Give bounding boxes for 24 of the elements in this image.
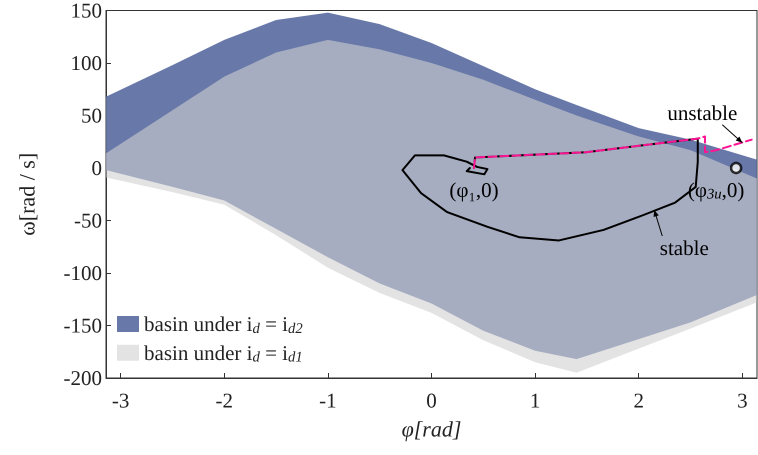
legend-label: basin under id = id2	[144, 312, 304, 337]
annotation: (φ₁,0)	[449, 178, 499, 202]
x-tick-label: -1	[319, 388, 337, 412]
y-tick-label: 150	[70, 0, 102, 22]
y-tick-label: 0	[92, 156, 102, 180]
x-tick-label: 1	[530, 388, 540, 412]
annotation: stable	[660, 236, 709, 260]
y-tick-label: -50	[74, 208, 102, 232]
legend-label: basin under id = id1	[144, 340, 303, 366]
y-tick-label: 100	[70, 51, 102, 75]
y-axis-title: ω[rad / s]	[14, 152, 40, 236]
x-tick-label: -2	[216, 388, 234, 412]
annotation: (φ3u,0)	[688, 178, 744, 203]
y-tick-label: -150	[64, 314, 102, 338]
line-series	[472, 136, 753, 169]
x-tick-label: 3	[737, 388, 748, 412]
x-axis-title: φ[rad]	[402, 416, 462, 442]
x-tick-label: -3	[112, 388, 130, 412]
x-tick-label: 2	[633, 388, 644, 412]
y-tick-label: -200	[64, 366, 102, 390]
x-tick-label: 0	[426, 388, 437, 412]
y-tick-label: -100	[64, 261, 102, 285]
annotation: unstable	[667, 100, 738, 125]
y-tick-label: 50	[81, 104, 102, 128]
